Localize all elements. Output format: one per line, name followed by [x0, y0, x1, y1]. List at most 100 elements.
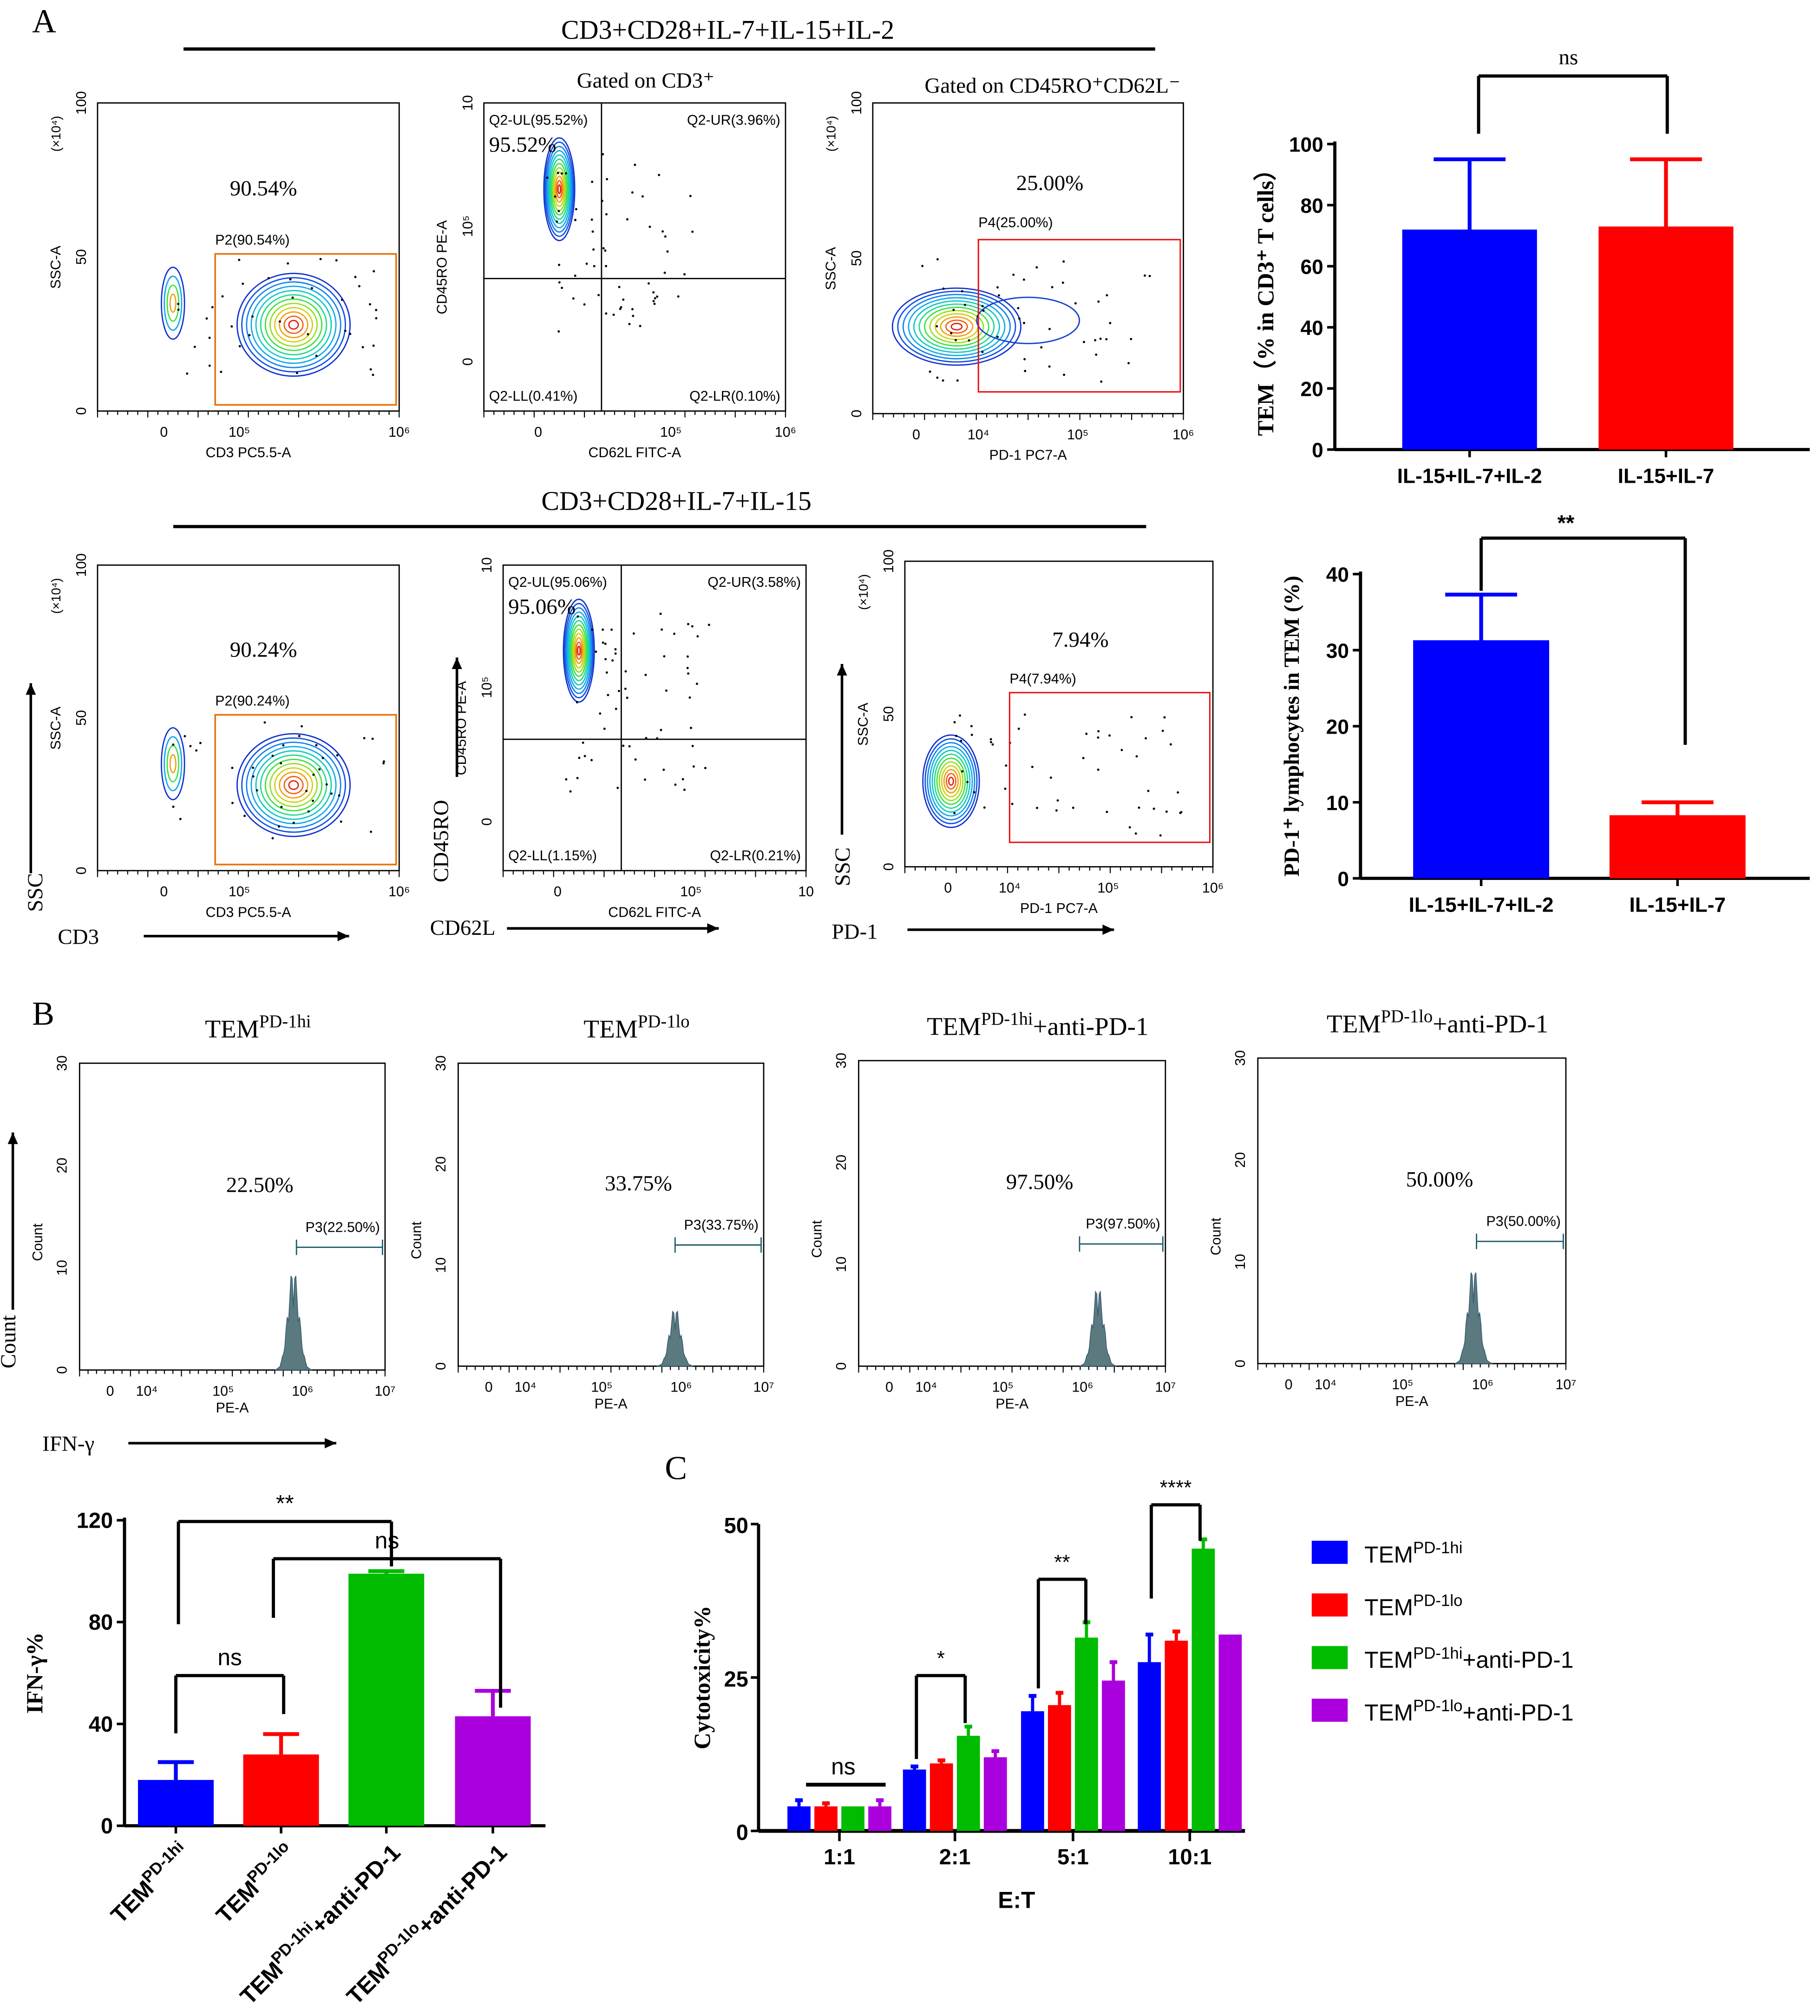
event-dot	[582, 742, 584, 744]
event-dot	[1159, 834, 1162, 837]
event-dot	[1035, 266, 1038, 269]
event-dot	[652, 300, 655, 302]
event-dot	[585, 263, 588, 265]
event-dot	[1095, 353, 1098, 356]
event-dot	[632, 632, 635, 635]
axis-arrow-pd1-head	[1102, 924, 1114, 935]
event-dot	[307, 810, 310, 813]
y-axis-label: SSC-A	[855, 703, 871, 746]
event-dot	[592, 248, 595, 251]
event-dot	[354, 276, 357, 278]
x-tick-label: 10⁶	[1172, 427, 1194, 442]
event-dot	[1165, 810, 1168, 813]
contour-line	[913, 300, 1000, 353]
event-dot	[617, 690, 620, 692]
label-base: TEM	[1364, 1700, 1413, 1726]
contour-line	[547, 150, 572, 229]
event-dot	[369, 303, 372, 306]
y-tick-label: 10	[1326, 792, 1349, 814]
event-dot	[618, 286, 621, 289]
label-superscript: PD-1lo	[1381, 1007, 1433, 1026]
event-dot	[1061, 281, 1064, 284]
quadrant-ur-label: Q2-UR(3.58%)	[707, 574, 801, 590]
event-dot	[602, 153, 604, 156]
contour-line	[288, 780, 299, 790]
event-dot	[211, 306, 214, 309]
event-dot	[311, 287, 313, 289]
event-dot	[1062, 260, 1065, 263]
panel-label-b: B	[32, 995, 54, 1032]
event-dot	[370, 830, 373, 833]
event-dot	[597, 294, 600, 296]
event-dot	[575, 208, 577, 210]
x-tick-label: 0	[885, 1379, 893, 1395]
event-dot	[189, 745, 192, 748]
event-dot	[363, 737, 366, 740]
x-tick-label: 10⁴	[999, 880, 1021, 896]
x-tick-label: 10⁵	[992, 1379, 1014, 1395]
event-dot	[271, 837, 274, 840]
event-dot	[557, 330, 560, 333]
event-dot	[1023, 358, 1026, 361]
histogram-trace	[1454, 1272, 1493, 1364]
event-dot	[583, 303, 586, 306]
contour-line	[283, 315, 304, 334]
event-dot	[970, 734, 973, 736]
bar	[930, 1763, 953, 1831]
y-tick-label: 0	[881, 863, 897, 871]
event-dot	[1023, 713, 1026, 716]
event-dot	[208, 364, 211, 367]
axis-arrow-cd3-head	[337, 931, 349, 941]
x-tick-label: 0	[554, 884, 562, 900]
x-tick-label: 10:1	[1168, 1844, 1211, 1869]
gate-percent: 50.00%	[1406, 1167, 1473, 1191]
event-dot	[238, 258, 241, 261]
event-dot	[1049, 776, 1052, 779]
event-dot	[683, 788, 686, 791]
x-axis-label: E:T	[998, 1887, 1035, 1913]
event-dot	[291, 296, 294, 299]
gate-label: P4(7.94%)	[1009, 671, 1076, 687]
bar	[956, 1735, 980, 1831]
quadrant-lr-label: Q2-LR(0.10%)	[689, 388, 780, 404]
event-dot	[626, 696, 628, 699]
contour-line	[246, 742, 341, 829]
axis-arrow-label-cd62l: CD62L	[430, 916, 496, 940]
event-dot	[692, 765, 695, 768]
event-dot	[989, 738, 992, 741]
y-tick-label: 10	[833, 1256, 849, 1272]
x-tick-label: 10⁵	[1097, 880, 1119, 896]
event-dot	[653, 302, 656, 305]
y-tick-label: 0	[460, 358, 476, 366]
contour-line	[250, 285, 337, 364]
plot-frame	[872, 102, 1184, 414]
event-dot	[704, 767, 707, 769]
event-dot	[349, 333, 352, 335]
contour-line	[902, 294, 1011, 360]
x-tick-label: 10⁴	[136, 1383, 158, 1399]
x-tick-label: IL-15+IL-7	[1618, 465, 1715, 487]
event-dot	[614, 648, 617, 650]
x-tick-label: 10⁴	[1315, 1377, 1336, 1392]
event-dot	[606, 178, 609, 181]
x-tick-label: 10⁵	[660, 424, 681, 440]
event-dot	[942, 379, 944, 382]
event-dot	[282, 744, 285, 747]
event-dot	[663, 655, 666, 658]
legend-swatch	[1311, 1593, 1348, 1617]
label-suffix: +anti-PD-1	[1433, 1010, 1548, 1038]
contour-line	[288, 320, 299, 330]
histogram-2: TEMPD-1lo 0 10⁴ 10⁵ 10⁶ 10⁷ 0 10 20 30 PE-A Count P3…	[408, 1012, 774, 1412]
quadrant-percent: 95.52%	[489, 133, 556, 157]
event-dot	[953, 721, 956, 723]
bar	[1413, 640, 1549, 879]
contour-line	[169, 293, 177, 313]
event-dot	[295, 372, 298, 374]
y-axis-label: Count	[30, 1223, 46, 1261]
x-axis-label: CD3 PC5.5-A	[206, 904, 292, 920]
axis-arrow-label-ssc: SSC	[23, 873, 47, 912]
event-dot	[1074, 302, 1077, 305]
y-tick-label: 50	[73, 710, 89, 726]
y-unit-label: (×10⁴)	[856, 574, 871, 610]
event-dot	[576, 701, 578, 703]
